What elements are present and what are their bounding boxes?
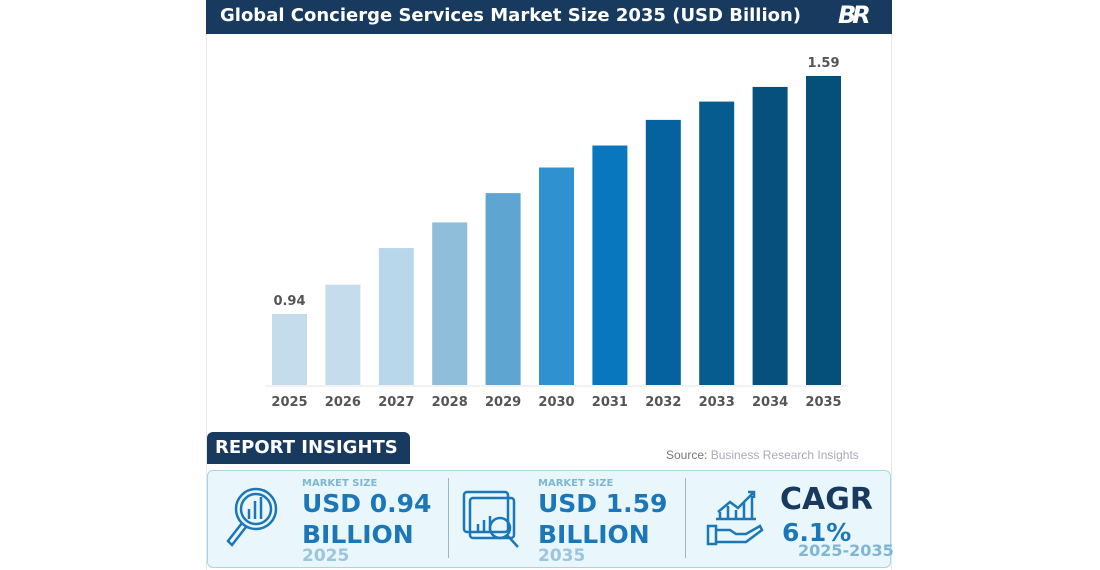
data-label: 0.94: [273, 294, 305, 309]
bar-2025: [272, 313, 307, 385]
x-tick-label: 2026: [325, 395, 361, 410]
brand-logo: BR: [838, 1, 871, 29]
cagr-value: 6.1%: [782, 518, 852, 547]
x-tick-label: 2033: [699, 395, 735, 410]
x-tick-label: 2034: [752, 395, 788, 410]
card2-value: USD 1.59: [538, 489, 668, 518]
x-tick-label: 2029: [485, 395, 521, 410]
bar-2030: [539, 167, 574, 385]
bar-2032: [645, 119, 681, 386]
cagr-label: CAGR: [780, 482, 873, 517]
x-tick-label: 2028: [432, 395, 468, 410]
x-tick-label: 2032: [645, 395, 681, 410]
infographic-frame: [206, 0, 892, 570]
bar-2028: [432, 222, 468, 385]
card1-value: USD 0.94: [302, 489, 432, 518]
bar-2026: [325, 284, 361, 385]
x-tick-label: 2031: [592, 395, 628, 410]
bar-chart: 2025 0.94 2026 2027 2028 2029 2030 2031 2032 2033…: [265, 56, 848, 410]
divider: [448, 478, 449, 558]
bar-2033: [699, 101, 735, 385]
card2-year: 2035: [538, 546, 586, 566]
chart-title: Global Concierge Services Market Size 20…: [206, 0, 892, 34]
hand-growth-chart-icon: [706, 490, 764, 546]
bar-2035: [806, 75, 841, 386]
card1-year: 2025: [302, 546, 350, 566]
insights-panel: [207, 470, 891, 568]
card2-unit: BILLION: [538, 520, 650, 549]
bar-2034: [752, 86, 788, 386]
cagr-period: 2025-2035: [798, 541, 894, 560]
dashboard-search-icon: [462, 490, 519, 548]
bar-2029: [485, 193, 521, 385]
bar-2027: [378, 248, 414, 385]
card1-unit: BILLION: [302, 520, 414, 549]
data-label: 1.59: [807, 56, 839, 71]
card2-label: MARKET SIZE: [538, 478, 614, 489]
source-note: Source: Business Research Insights: [666, 448, 859, 462]
card1-label: MARKET SIZE: [302, 478, 378, 489]
divider: [685, 478, 686, 558]
bar-2031: [592, 145, 628, 385]
x-tick-label: 2035: [805, 395, 841, 410]
x-tick-label: 2030: [538, 395, 574, 410]
source-name: Business Research Insights: [710, 448, 859, 462]
magnifier-chart-icon: [226, 487, 278, 547]
x-tick-label: 2025: [271, 395, 307, 410]
x-tick-label: 2027: [378, 395, 414, 410]
report-insights-heading: REPORT INSIGHTS: [207, 432, 410, 464]
source-label: Source:: [666, 448, 708, 462]
